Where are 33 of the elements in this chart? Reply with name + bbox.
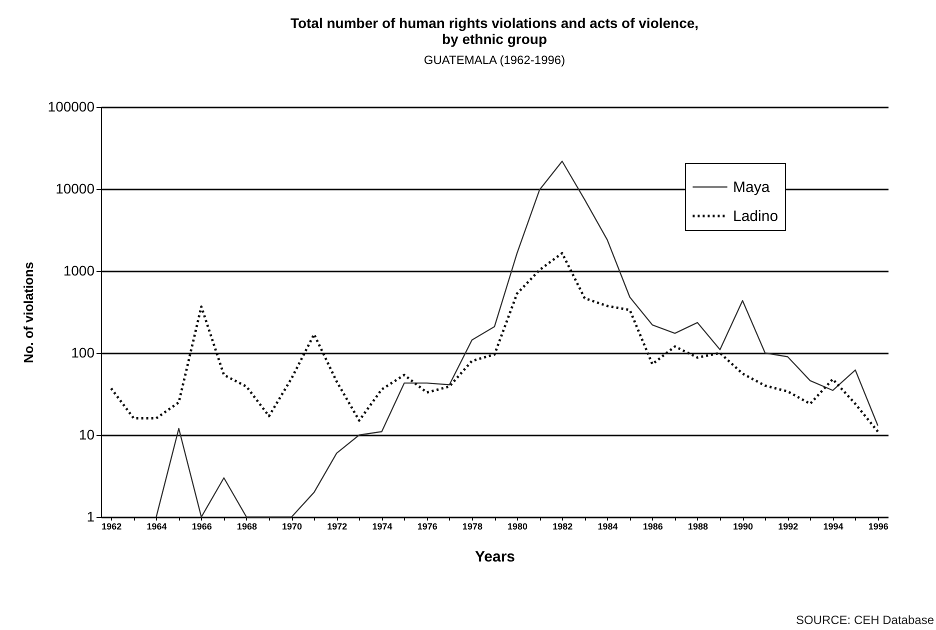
x-tick-label: 1994 [823,522,844,532]
legend-label: Maya [733,179,770,196]
y-tick-label: 10 [78,426,95,442]
y-tick-label: 100 [71,344,95,360]
x-tick-label: 1964 [146,522,167,532]
x-tick-label: 1966 [192,522,212,532]
x-tick-label: 1996 [868,522,888,532]
x-tick-label: 1990 [733,522,754,532]
chart-title: Total number of human rights violations and acts of violence, by ethnic group [290,15,699,47]
chart-subtitle: GUATEMALA (1962-1996) [424,53,566,67]
x-tick-label: 1988 [688,522,708,532]
y-tick-label: 1000 [63,262,95,278]
legend-label: Ladino [733,208,778,225]
x-tick-label: 1992 [778,522,798,532]
x-tick-label: 1982 [552,522,573,532]
x-tick-label: 1968 [236,522,257,532]
source-note: SOURCE: CEH Database [796,613,934,627]
y-tick-label: 10000 [56,180,95,196]
x-tick-label: 1980 [508,522,528,532]
y-axis-title: No. of violations [20,262,36,364]
y-tick-label: 1 [86,508,95,524]
x-axis-title: Years [474,548,516,566]
x-tick-label: 1986 [642,522,663,532]
line-series [156,160,878,518]
x-tick-label: 1972 [327,522,348,532]
x-tick-label: 1984 [598,522,618,532]
x-tick-label: 1978 [462,522,482,532]
line-series [110,252,880,433]
x-tick-label: 1974 [372,522,392,532]
x-tick-label: 1970 [282,522,302,532]
x-tick-label: 1976 [417,522,438,532]
x-tick-label: 1962 [102,522,122,532]
y-tick-label: 100000 [48,98,95,114]
